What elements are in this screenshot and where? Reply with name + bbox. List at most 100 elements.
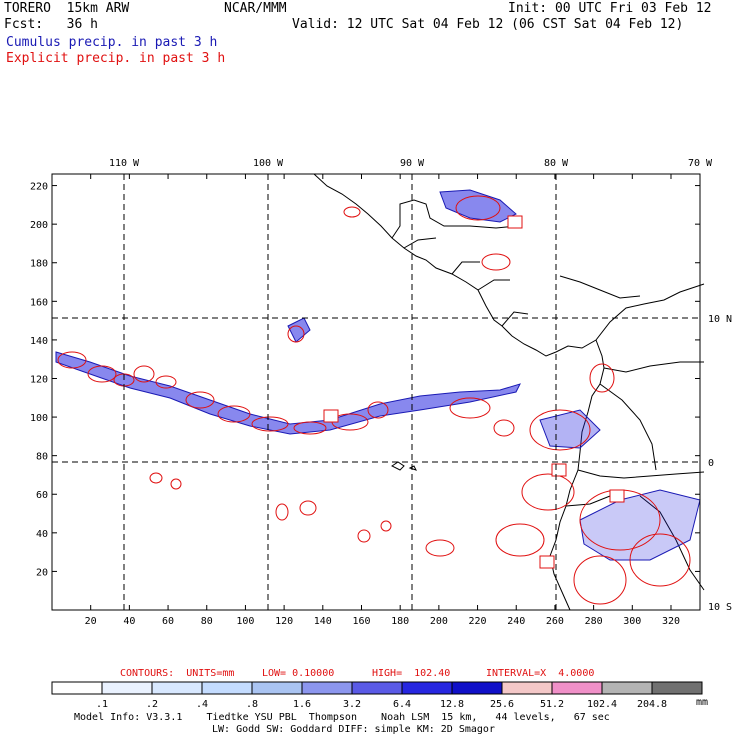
colorbar-box [301,681,353,695]
colorbar-label: .1 [96,699,108,710]
colorbar-label: .4 [196,699,208,710]
max-marker [609,489,625,503]
mexico-coast [313,173,705,357]
x-tick-label: 80 [201,616,213,627]
contour-cluster [133,365,155,383]
y-tick-label: 100 [30,413,48,424]
contour-cluster [170,478,182,490]
y-tick-label: 160 [30,297,48,308]
colorbar-box [351,681,403,695]
x-tick-label: 220 [469,616,487,627]
contour-cluster [380,520,392,532]
contour-cluster [299,500,317,516]
valid-time: Valid: 12 UTC Sat 04 Feb 12 (06 CST Sat … [292,17,684,32]
x-tick-label: 120 [275,616,293,627]
x-tick-label: 160 [352,616,370,627]
latlon-grid [52,174,700,610]
colorbar-box [501,681,553,695]
contour-low: LOW= 0.10000 [262,668,335,679]
colorbar-label: 204.8 [637,699,667,710]
lon-label: 100 W [253,158,284,169]
explicit-precip-contours [57,195,691,605]
contour-cluster [481,253,511,271]
plot-frame [51,173,701,611]
contour-cluster [455,195,501,221]
x-tick-label: 280 [585,616,603,627]
x-tick-label: 180 [391,616,409,627]
contour-cluster [87,365,117,383]
colorbar-units: mm [696,697,709,708]
colorbar-box [451,681,503,695]
contour-cluster [149,472,163,484]
contour-cluster [357,529,371,543]
lat-label: 10 N [708,314,732,325]
organization: NCAR/MMM [224,1,287,16]
physics-info: LW: Godd SW: Goddard DIFF: simple KM: 2D… [212,724,495,735]
y-tick-label: 140 [30,336,48,347]
colorbar: .1 .2 .4 .8 1.6 3.2 6.4 12.8 25.6 51.2 102.4 204.8 [51,681,703,710]
x-tick-label: 40 [123,616,135,627]
south-america-cumulus [579,489,701,561]
x-tick-label: 240 [507,616,525,627]
x-tick-label: 300 [623,616,641,627]
colombia-cumulus [539,409,601,449]
colorbar-box [601,681,653,695]
colorbar-box [51,681,103,695]
contour-cluster [573,555,627,605]
y-tick-label: 20 [36,567,48,578]
gulf-coast [391,199,517,239]
contour-cluster [57,351,87,369]
x-tick-label: 260 [546,616,564,627]
south-america-borders [565,361,705,591]
y-tick-label: 180 [30,259,48,270]
explicit-legend-label: Explicit precip. in past 3 h [6,51,226,66]
x-tick-label: 60 [162,616,174,627]
colorbar-label: 3.2 [343,699,361,710]
contour-cluster [367,401,389,419]
axes: 20 40 60 80 100 120 140 160 180 200 220 240 260 280 30… [30,158,732,627]
forecast-hour: Fcst: 36 h [4,17,98,32]
y-tick-label: 60 [36,490,48,501]
y-tick-label: 220 [30,182,48,193]
contour-cluster [521,473,575,511]
contour-cluster [275,503,289,521]
colorbar-label: .2 [146,699,158,710]
colorbar-box [651,681,703,695]
contour-cluster [629,533,691,587]
contour-cluster [495,523,545,557]
contour-cluster [287,325,305,343]
contour-cluster [293,421,327,435]
colorbar-label: 12.8 [440,699,464,710]
x-tick-label: 200 [430,616,448,627]
lat-label: 0 [708,458,714,469]
colorbar-label: 1.6 [293,699,311,710]
y-tick-label: 40 [36,529,48,540]
lon-label: 70 W [688,158,713,169]
x-tick-label: 20 [85,616,97,627]
lat-label: 10 S [708,602,732,613]
colorbar-box [251,681,303,695]
x-tick-label: 100 [236,616,254,627]
colorbar-label: 102.4 [587,699,617,710]
y-tick-label: 200 [30,220,48,231]
colorbar-box [201,681,253,695]
cumulus-legend-label: Cumulus precip. in past 3 h [6,35,218,50]
colorbar-label: 6.4 [393,699,411,710]
contour-cluster [251,416,289,432]
contour-cluster [449,397,491,419]
gulf-cumulus [439,189,517,223]
lon-label: 80 W [544,158,569,169]
init-time: Init: 00 UTC Fri 03 Feb 12 [508,1,712,16]
lon-label: 110 W [109,158,140,169]
itcz-cumulus-band [55,351,521,435]
central-america-borders [403,237,529,327]
colorbar-box [151,681,203,695]
contour-cluster [529,409,591,451]
model-name: TORERO 15km ARW [4,1,130,16]
contour-cluster [493,419,515,437]
x-tick-label: 320 [662,616,680,627]
cuba-coast [559,275,641,299]
contour-high: HIGH= 102.40 [372,668,451,679]
max-marker [551,463,567,477]
